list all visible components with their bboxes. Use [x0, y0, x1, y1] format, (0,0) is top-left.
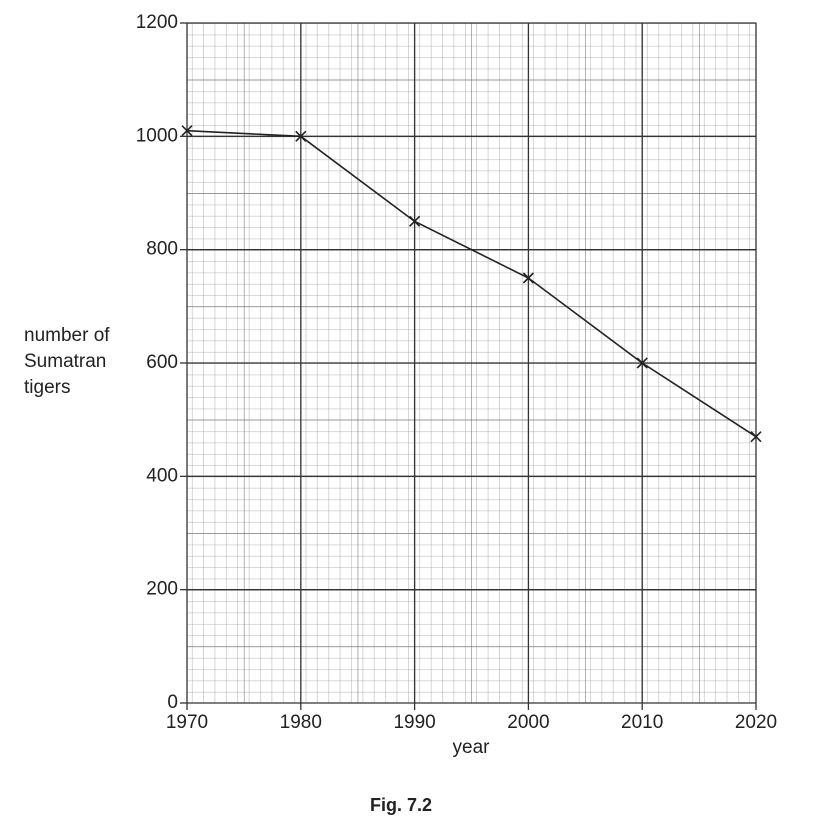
- point-marker: [295, 130, 307, 142]
- y-tick-label: 800: [146, 239, 178, 260]
- x-tick-label: 2010: [621, 712, 663, 733]
- y-tick-label: 1200: [136, 12, 178, 33]
- y-tick-label: 200: [146, 579, 178, 600]
- x-axis-label: year: [453, 737, 491, 758]
- x-tick-label: 2020: [735, 712, 777, 733]
- y-tick-label: 1000: [136, 125, 178, 146]
- line: [186, 129, 757, 438]
- point-marker: [409, 215, 421, 227]
- x-tick-label: 1970: [166, 712, 208, 733]
- point-marker: [522, 272, 534, 284]
- y-tick-label: 400: [146, 465, 178, 486]
- y-axis-label: number of Sumatran tigers: [24, 325, 110, 398]
- x-tick-label: 2000: [507, 712, 549, 733]
- caption: Fig. 7.2: [370, 795, 432, 815]
- x-tick-label: 1980: [280, 712, 322, 733]
- x-tick-label: 1990: [393, 712, 435, 733]
- y-tick-label: 0: [167, 692, 178, 713]
- point-marker: [750, 431, 762, 443]
- point-marker: [181, 125, 193, 137]
- point-marker: [636, 357, 648, 369]
- y-tick-label: 600: [146, 352, 178, 373]
